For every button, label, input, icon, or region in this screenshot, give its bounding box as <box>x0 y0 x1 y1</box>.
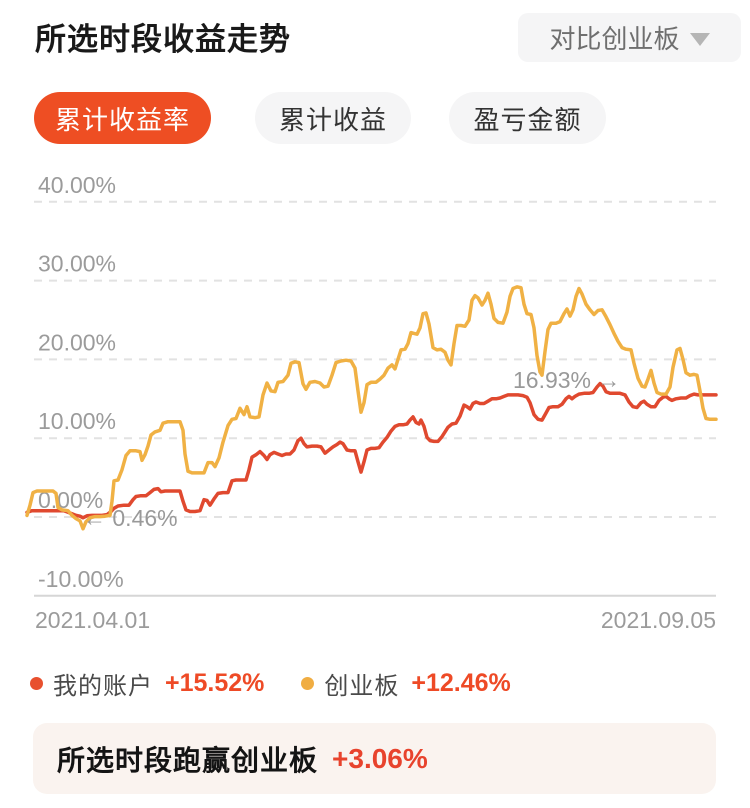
summary-value: +3.06% <box>332 742 428 774</box>
benchmark-dot-icon <box>301 676 315 690</box>
x-axis-end-label: 2021.09.05 <box>601 607 716 633</box>
summary-banner: 所选时段跑赢创业板 +3.06% <box>33 723 716 794</box>
y-tick-label: -10.00% <box>38 566 124 592</box>
tab-cumulative-return[interactable]: 累计收益 <box>255 92 411 144</box>
my-account-dot-icon <box>30 676 43 690</box>
legend: 我的账户 +15.52% 创业板 +12.46% <box>30 668 511 700</box>
legend-value-benchmark: +12.46% <box>411 668 511 697</box>
metric-tabs: 累计收益率 累计收益 盈亏金额 <box>0 92 750 144</box>
y-tick-label: 40.00% <box>38 172 116 198</box>
tab-profit-loss-amount[interactable]: 盈亏金额 <box>449 92 606 144</box>
x-axis-start-label: 2021.04.01 <box>35 607 150 633</box>
tab-cumulative-return-rate[interactable]: 累计收益率 <box>34 92 211 144</box>
series-line-my-account <box>25 381 718 520</box>
y-axis-labels: 40.00%30.00%20.00%10.00%0.00%-10.00% <box>38 172 124 592</box>
caret-down-icon <box>689 32 710 46</box>
legend-label-benchmark: 创业板 <box>324 672 400 700</box>
compare-benchmark-dropdown[interactable]: 对比创业板 <box>518 13 741 62</box>
max-annotation: 16.93% → <box>513 367 620 393</box>
y-tick-label: 10.00% <box>38 408 116 434</box>
legend-value-my-account: +15.52% <box>165 668 265 697</box>
y-tick-label: 20.00% <box>38 329 116 355</box>
series-lines <box>25 285 718 531</box>
page-title: 所选时段收益走势 <box>35 22 291 57</box>
min-annotation: ← 0.46% <box>83 505 178 531</box>
gridlines <box>34 200 716 597</box>
compare-benchmark-label: 对比创业板 <box>549 24 680 54</box>
summary-text: 所选时段跑赢创业板 <box>57 744 319 776</box>
y-tick-label: 30.00% <box>38 251 116 277</box>
series-line-benchmark <box>25 285 718 531</box>
legend-label-my-account: 我的账户 <box>53 672 153 700</box>
